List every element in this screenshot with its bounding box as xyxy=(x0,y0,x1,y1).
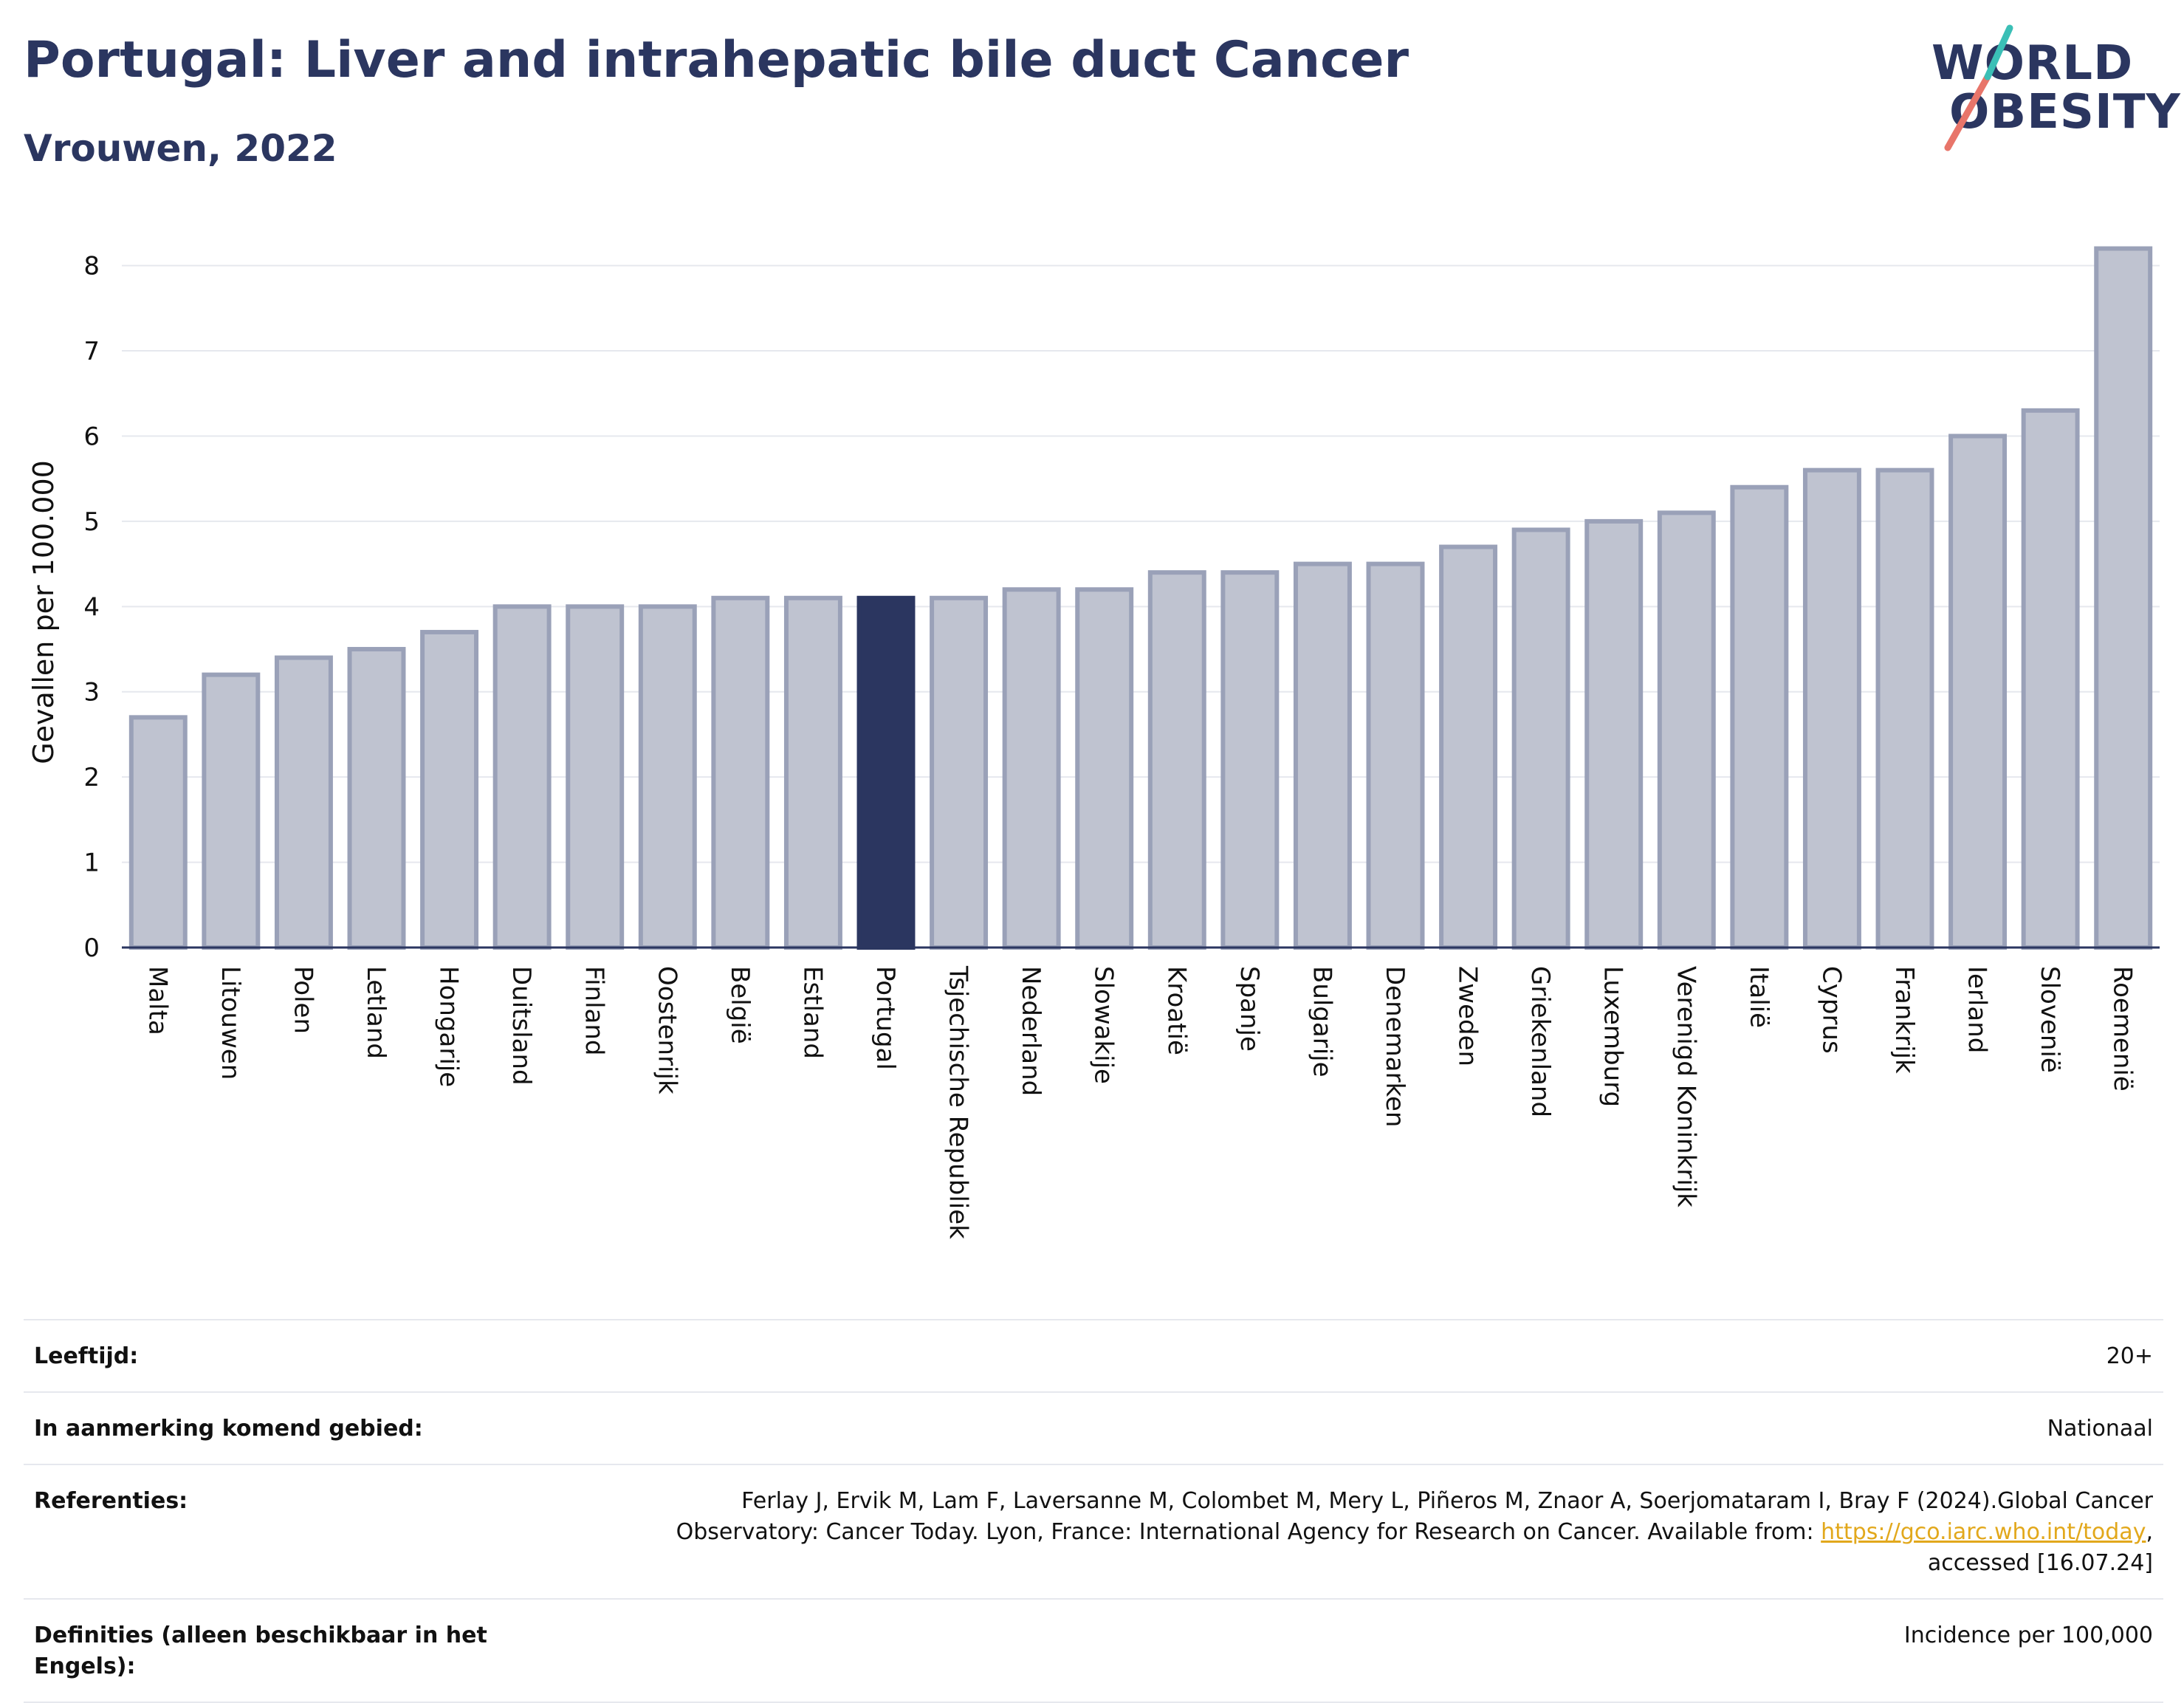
x-tick-label: Litouwen xyxy=(216,966,245,1080)
x-tick-label: Griekenland xyxy=(1525,966,1555,1117)
bar xyxy=(566,604,625,950)
bar xyxy=(1511,527,1570,950)
x-tick-label: Slovenië xyxy=(2035,966,2064,1073)
x-tick-label: Spanje xyxy=(1234,966,1264,1052)
bar xyxy=(2094,246,2153,950)
x-tick-label: België xyxy=(725,966,755,1044)
bar xyxy=(1220,570,1280,950)
meta-row-references: Referenties: Ferlay J, Ervik M, Lam F, L… xyxy=(24,1464,2163,1598)
x-tick-label: Malta xyxy=(142,966,172,1035)
bar xyxy=(492,604,552,950)
y-tick-label: 8 xyxy=(83,252,100,281)
x-tick-label: Roemenië xyxy=(2108,966,2137,1092)
meta-label-age: Leeftijd: xyxy=(34,1343,139,1369)
bar xyxy=(1366,561,1425,950)
metadata-table: Leeftijd: 20+ In aanmerking komend gebie… xyxy=(24,1319,2163,1703)
world-obesity-logo: WORLD OBESITY xyxy=(1927,21,2180,154)
meta-row-definitions: Definities (alleen beschikbaar in het En… xyxy=(24,1598,2163,1703)
bar xyxy=(783,595,842,950)
bar xyxy=(930,595,989,950)
bar xyxy=(1875,467,1934,950)
x-tick-label: Estland xyxy=(797,966,827,1059)
page-title: Portugal: Liver and intrahepatic bile du… xyxy=(24,31,1409,89)
x-tick-label: Polen xyxy=(288,966,317,1034)
bar xyxy=(1584,518,1644,950)
meta-label-definitions: Definities (alleen beschikbaar in het En… xyxy=(34,1623,487,1679)
reference-accessed: , accessed [16.07.24] xyxy=(1927,1519,2153,1576)
bar xyxy=(1002,587,1061,950)
x-tick-label: Denemarken xyxy=(1380,966,1409,1127)
x-tick-label: Bulgarije xyxy=(1307,966,1336,1077)
x-tick-label: Portugal xyxy=(870,966,900,1070)
meta-label-area: In aanmerking komend gebied: xyxy=(34,1416,423,1442)
x-tick-label: Ierland xyxy=(1962,966,1992,1053)
bar xyxy=(1147,570,1206,950)
meta-value-references: Ferlay J, Ervik M, Lam F, Laversanne M, … xyxy=(662,1486,2153,1579)
meta-label-references: Referenties: xyxy=(34,1488,188,1514)
bar xyxy=(1075,587,1134,950)
bar xyxy=(1802,467,1861,950)
x-tick-label: Italië xyxy=(1744,966,1773,1028)
logo-line-2: OBESITY xyxy=(1949,85,2181,140)
bar xyxy=(1730,484,1789,950)
logo-slash-icon xyxy=(1944,24,2013,151)
bar xyxy=(1657,510,1716,950)
logo-line-1: WORLD xyxy=(1931,36,2134,91)
bar xyxy=(128,715,188,950)
bar xyxy=(711,595,770,950)
y-tick-label: 1 xyxy=(83,849,100,878)
bar xyxy=(856,595,916,950)
y-tick-label: 5 xyxy=(83,507,100,537)
bar xyxy=(274,655,333,950)
x-tick-label: Duitsland xyxy=(506,966,536,1086)
x-tick-label: Letland xyxy=(361,966,391,1059)
bar xyxy=(202,672,261,950)
bar xyxy=(420,629,479,950)
x-tick-label: Verenigd Koninkrijk xyxy=(1671,966,1700,1207)
x-tick-label: Luxemburg xyxy=(1598,966,1628,1107)
x-tick-label: Tsjechische Republiek xyxy=(944,965,973,1239)
meta-row-age: Leeftijd: 20+ xyxy=(24,1319,2163,1391)
meta-value-age: 20+ xyxy=(2106,1343,2153,1369)
meta-row-area: In aanmerking komend gebied: Nationaal xyxy=(24,1391,2163,1464)
y-axis-label: Gevallen per 100.000 xyxy=(27,460,60,764)
meta-value-area: Nationaal xyxy=(2047,1416,2153,1442)
y-tick-label: 2 xyxy=(83,763,100,792)
bar xyxy=(347,647,406,950)
x-tick-label: Kroatië xyxy=(1161,966,1191,1055)
x-tick-label: Finland xyxy=(580,966,609,1056)
bar xyxy=(2021,408,2080,950)
y-tick-label: 7 xyxy=(83,337,100,366)
y-tick-label: 4 xyxy=(83,592,100,622)
bar xyxy=(638,604,697,950)
x-tick-label: Slowakije xyxy=(1089,966,1119,1084)
bar-chart: 0 1 2 3 4 5 6 7 8 Gevallen per 100.000 Malta Litouw… xyxy=(27,246,2160,1239)
y-tick-label: 3 xyxy=(83,678,100,707)
bar xyxy=(1439,544,1498,950)
x-tick-label: Oostenrijk xyxy=(652,966,681,1094)
x-tick-label: Cyprus xyxy=(1816,966,1846,1054)
bar xyxy=(1948,434,2008,950)
x-tick-label: Frankrijk xyxy=(1889,966,1919,1074)
reference-link[interactable]: https://gco.iarc.who.int/today xyxy=(1821,1519,2146,1545)
bar xyxy=(1293,561,1352,950)
x-tick-label: Nederland xyxy=(1016,966,1045,1096)
page-subtitle: Vrouwen, 2022 xyxy=(24,127,337,170)
reference-text: Ferlay J, Ervik M, Lam F, Laversanne M, … xyxy=(676,1488,2153,1545)
x-tick-label: Hongarije xyxy=(434,966,464,1087)
y-tick-label: 6 xyxy=(83,422,100,451)
y-tick-label: 0 xyxy=(83,933,100,963)
meta-value-definitions: Incidence per 100,000 xyxy=(1903,1623,2153,1648)
x-tick-label: Zweden xyxy=(1453,966,1483,1066)
